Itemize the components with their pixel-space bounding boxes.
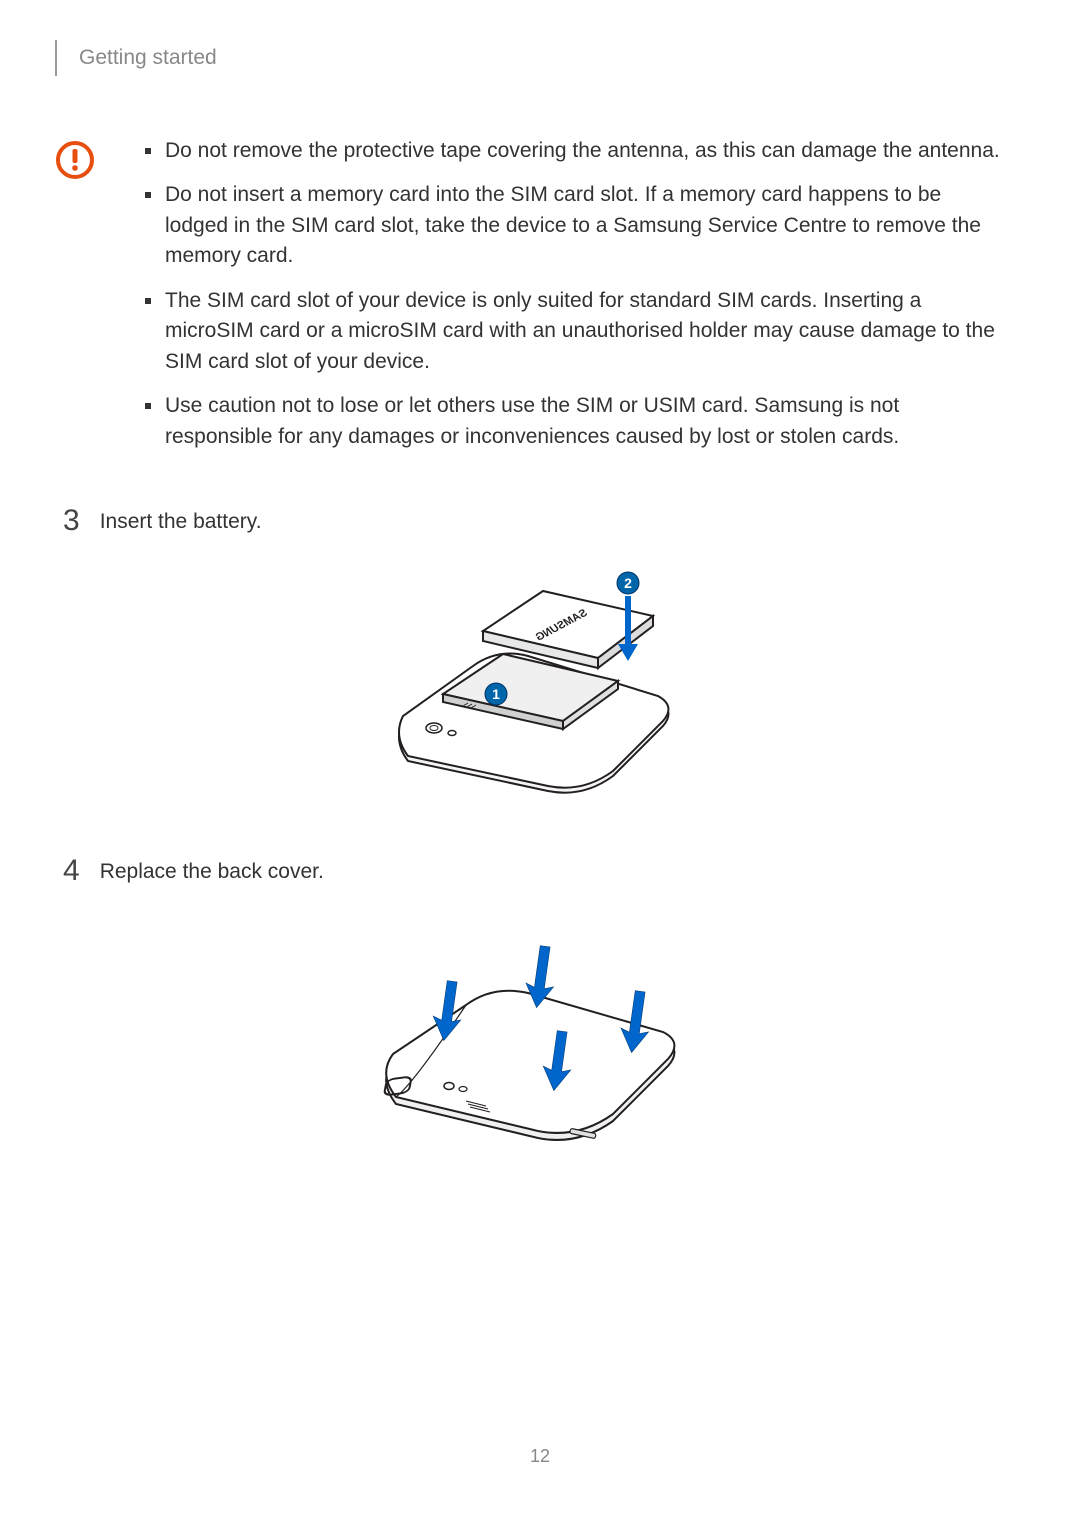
bullet-icon [145,148,151,154]
warning-item: Do not remove the protective tape coveri… [145,136,1000,166]
warning-section: Do not remove the protective tape coveri… [55,136,1000,466]
warning-item: The SIM card slot of your device is only… [145,286,1000,377]
step-4-section: 4 Replace the back cover. [63,856,1000,886]
warning-text: Use caution not to lose or let others us… [165,391,1000,452]
cover-replace-illustration [55,916,1000,1156]
warning-item: Use caution not to lose or let others us… [145,391,1000,452]
callout-number: 2 [624,575,632,591]
bullet-icon [145,403,151,409]
bullet-icon [145,192,151,198]
bullet-icon [145,298,151,304]
caution-icon [55,140,95,185]
step-number: 3 [63,506,80,536]
section-header: Getting started [55,40,1000,76]
section-title: Getting started [79,46,217,70]
warning-text: Do not insert a memory card into the SIM… [165,180,1000,271]
warning-text: The SIM card slot of your device is only… [165,286,1000,377]
step-text: Replace the back cover. [100,856,324,884]
warning-text: Do not remove the protective tape coveri… [165,136,1000,166]
warning-item: Do not insert a memory card into the SIM… [145,180,1000,271]
battery-insert-illustration: SAMSUNG 1 [55,566,1000,806]
warning-list: Do not remove the protective tape coveri… [145,136,1000,466]
callout-number: 1 [492,686,500,702]
step-3-section: 3 Insert the battery. [63,506,1000,536]
step-number: 4 [63,856,80,886]
step-text: Insert the battery. [100,506,262,534]
page-number: 12 [530,1446,550,1467]
